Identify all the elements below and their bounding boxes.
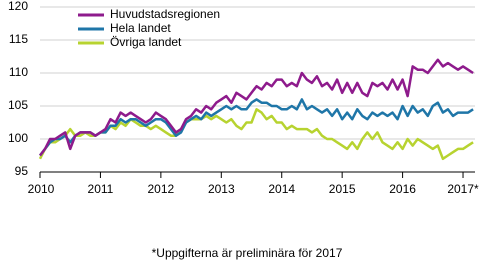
footnote: *Uppgifterna är preliminära för 2017 xyxy=(152,246,343,260)
x-tick-label: 2016 xyxy=(389,182,416,196)
series-line xyxy=(39,58,474,157)
y-tick-label: 110 xyxy=(9,65,28,79)
y-tick-label: 95 xyxy=(15,164,29,178)
x-tick-label: 2013 xyxy=(208,182,235,196)
series-line xyxy=(39,98,474,157)
y-tick-label: 115 xyxy=(9,32,28,46)
x-tick-label: 2012 xyxy=(148,182,175,196)
x-tick-label: 2014 xyxy=(268,182,295,196)
y-tick-label: 105 xyxy=(8,98,28,112)
legend-label: Hela landet xyxy=(110,21,171,35)
legend-label: Övriga landet xyxy=(110,35,182,49)
y-tick-label: 100 xyxy=(8,131,28,145)
x-tick-label: 2017* xyxy=(447,182,479,196)
legend-label: Huvudstadsregionen xyxy=(110,7,220,21)
x-tick-label: 2011 xyxy=(88,182,114,196)
y-tick-label: 120 xyxy=(8,0,28,13)
x-tick-label: 2015 xyxy=(329,182,356,196)
x-tick-label: 2010 xyxy=(28,182,55,196)
